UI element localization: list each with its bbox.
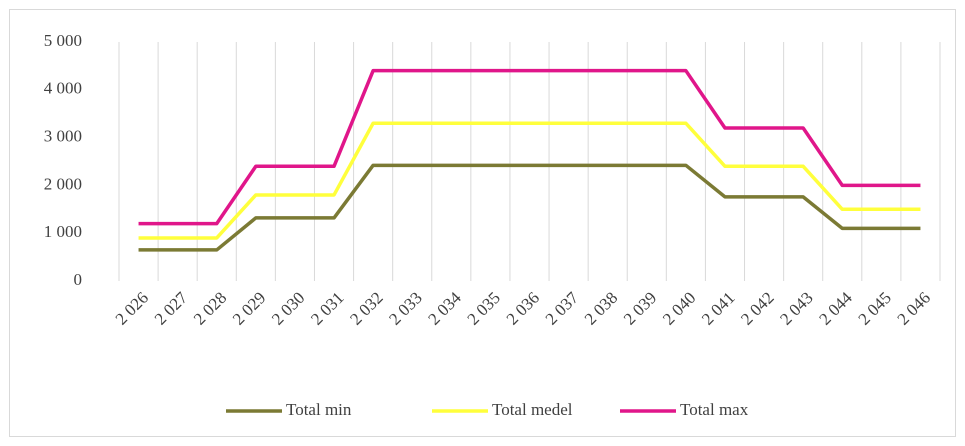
y-tick-label: 0 (74, 270, 83, 289)
y-tick-label: 3 000 (44, 127, 82, 146)
y-tick-label: 5 000 (44, 31, 82, 50)
legend-label: Total min (286, 400, 352, 419)
y-tick-label: 1 000 (44, 222, 82, 241)
series-line (138, 68, 921, 226)
y-tick-label: 4 000 (44, 79, 82, 98)
legend-label: Total max (680, 400, 749, 419)
series-line (138, 163, 921, 252)
legend-label: Total medel (492, 400, 573, 419)
y-tick-label: 2 000 (44, 174, 82, 193)
series-line (138, 121, 921, 240)
